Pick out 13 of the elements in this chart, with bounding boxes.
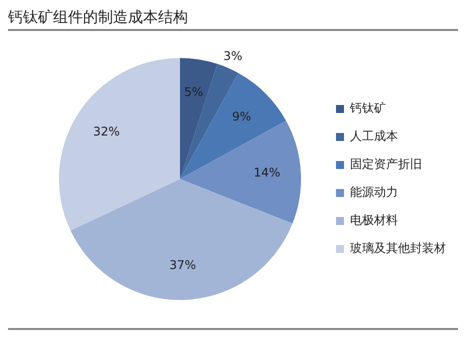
data-label: 32% [93, 124, 120, 138]
legend-label: 人工成本 [350, 129, 398, 144]
data-label: 9% [232, 110, 252, 124]
legend-label: 固定资产折旧 [350, 157, 422, 172]
legend-label: 能源动力 [350, 185, 398, 200]
data-label: 5% [184, 85, 204, 100]
chart-title: 钙钛矿组件的制造成本结构 [8, 8, 188, 27]
data-label: 37% [169, 258, 196, 272]
data-label: 3% [223, 48, 242, 63]
legend-label: 钙钛矿 [349, 101, 386, 116]
legend-label: 玻璃及其他封装材 [350, 241, 446, 256]
legend-label: 电极材料 [350, 213, 398, 228]
data-label: 14% [254, 166, 280, 180]
